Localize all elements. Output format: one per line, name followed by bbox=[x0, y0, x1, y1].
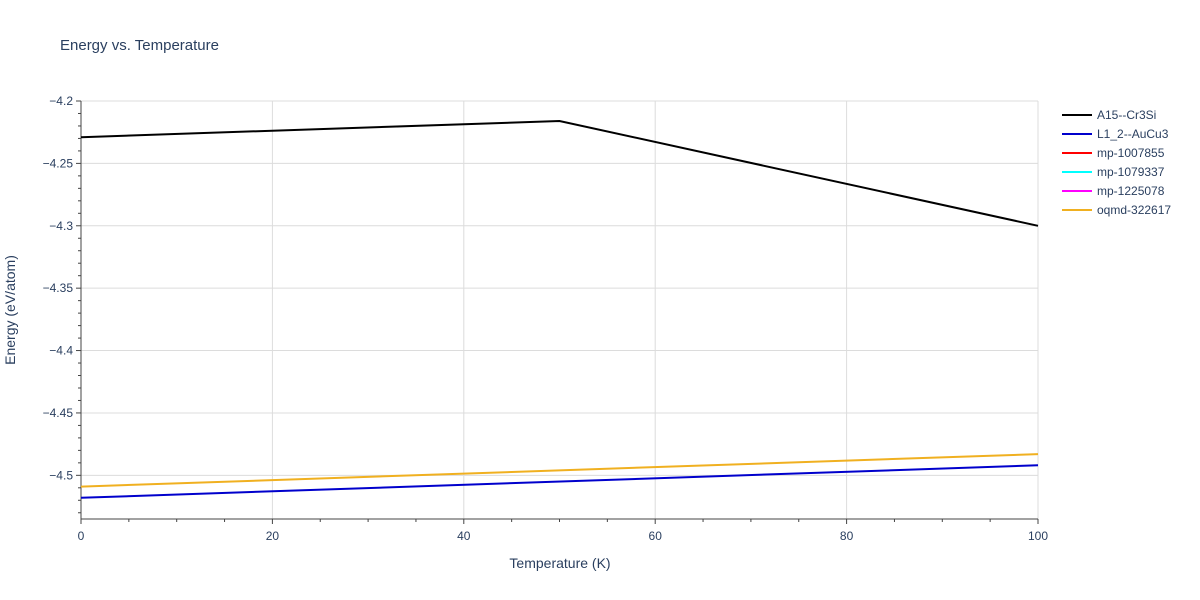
legend-item-L1_2--AuCu3[interactable]: L1_2--AuCu3 bbox=[1062, 127, 1169, 141]
chart-title: Energy vs. Temperature bbox=[60, 37, 219, 54]
axes-layer bbox=[76, 100, 1039, 524]
legend-item-A15--Cr3Si[interactable]: A15--Cr3Si bbox=[1062, 108, 1156, 122]
x-tick-label: 100 bbox=[1028, 529, 1048, 543]
legend-label: mp-1079337 bbox=[1097, 165, 1165, 179]
legend-label: A15--Cr3Si bbox=[1097, 108, 1156, 122]
y-tick-label: −4.3 bbox=[49, 219, 73, 233]
legend-item-oqmd-322617[interactable]: oqmd-322617 bbox=[1062, 203, 1171, 217]
y-tick-label: −4.45 bbox=[43, 406, 74, 420]
x-axis-label: Temperature (K) bbox=[509, 555, 610, 571]
y-tick-label: −4.4 bbox=[49, 344, 73, 358]
y-tick-label: −4.25 bbox=[43, 156, 74, 170]
legend-label: mp-1225078 bbox=[1097, 184, 1165, 198]
legend[interactable]: A15--Cr3Si L1_2--AuCu3 mp-1007855 mp-107933… bbox=[1062, 108, 1171, 217]
series-line-A15--Cr3Si bbox=[80, 119, 1039, 227]
series-line-L1_2--AuCu3 bbox=[80, 464, 1039, 499]
legend-label: mp-1007855 bbox=[1097, 146, 1165, 160]
y-tick-labels: −4.2 −4.25 −4.3 −4.35 −4.4 −4.45 −4.5 bbox=[43, 94, 74, 482]
x-tick-label: 20 bbox=[266, 529, 280, 543]
legend-item-mp-1079337[interactable]: mp-1079337 bbox=[1062, 165, 1165, 179]
y-tick-label: −4.35 bbox=[43, 281, 74, 295]
legend-item-mp-1225078[interactable]: mp-1225078 bbox=[1062, 184, 1165, 198]
x-tick-label: 0 bbox=[78, 529, 85, 543]
y-tick-label: −4.5 bbox=[49, 468, 73, 482]
x-tick-label: 80 bbox=[840, 529, 854, 543]
x-tick-label: 60 bbox=[649, 529, 663, 543]
y-axis-label: Energy (eV/atom) bbox=[2, 255, 18, 365]
legend-label: L1_2--AuCu3 bbox=[1097, 127, 1169, 141]
x-tick-label: 40 bbox=[457, 529, 471, 543]
series-layer bbox=[80, 119, 1039, 499]
y-tick-label: −4.2 bbox=[49, 94, 73, 108]
legend-item-mp-1007855[interactable]: mp-1007855 bbox=[1062, 146, 1165, 160]
legend-label: oqmd-322617 bbox=[1097, 203, 1171, 217]
x-tick-labels: 0 20 40 60 80 100 bbox=[78, 529, 1049, 543]
grid-layer bbox=[80, 100, 1039, 519]
series-line-oqmd-322617 bbox=[80, 453, 1039, 488]
